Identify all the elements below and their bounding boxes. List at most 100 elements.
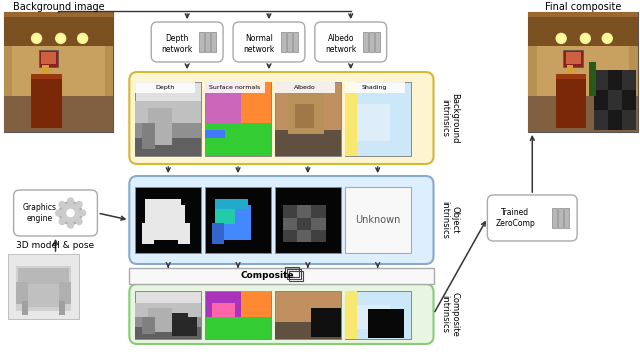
Bar (275, 187, 340, 253)
Bar (608, 90, 622, 109)
Bar (275, 82, 340, 156)
Bar (15, 282, 28, 304)
Bar (312, 218, 326, 230)
Circle shape (76, 201, 82, 208)
Circle shape (79, 210, 86, 216)
Bar (275, 291, 340, 339)
Bar (205, 187, 271, 253)
Bar (129, 268, 433, 284)
Circle shape (65, 207, 77, 219)
Circle shape (59, 219, 65, 225)
Bar (608, 70, 622, 90)
Bar (4, 96, 113, 132)
Bar (205, 291, 271, 339)
Bar (528, 96, 638, 132)
Bar (293, 32, 298, 52)
Bar (4, 46, 12, 96)
FancyBboxPatch shape (13, 190, 97, 236)
Bar (345, 291, 356, 339)
Bar (135, 123, 201, 156)
Text: Background
intrinsics: Background intrinsics (440, 93, 459, 143)
Text: Final composite: Final composite (545, 2, 621, 12)
Bar (552, 208, 557, 228)
Bar (297, 206, 312, 218)
Circle shape (582, 36, 588, 42)
Bar (145, 199, 181, 209)
Bar (135, 303, 201, 339)
Bar (285, 267, 300, 277)
FancyBboxPatch shape (233, 22, 305, 62)
Circle shape (56, 33, 66, 43)
Bar (622, 90, 636, 109)
Bar (563, 50, 583, 67)
Text: Graphics
engine: Graphics engine (22, 203, 56, 223)
Circle shape (77, 33, 88, 43)
Bar (60, 282, 72, 304)
Bar (135, 291, 201, 339)
Circle shape (556, 33, 566, 43)
Bar (345, 187, 411, 253)
Bar (205, 123, 271, 156)
Bar (566, 52, 581, 64)
Bar (312, 230, 326, 242)
Text: 3D model & pose: 3D model & pose (17, 240, 95, 250)
Text: Background image: Background image (13, 2, 104, 12)
Bar (42, 65, 49, 74)
Circle shape (60, 202, 81, 224)
Bar (145, 206, 185, 240)
Text: Normal
network: Normal network (243, 34, 275, 54)
FancyBboxPatch shape (129, 176, 433, 264)
Bar (345, 82, 411, 156)
Bar (104, 46, 113, 96)
Bar (212, 223, 223, 244)
Bar (275, 130, 340, 156)
Bar (22, 284, 65, 307)
Circle shape (33, 36, 40, 42)
Bar (31, 74, 62, 79)
Bar (142, 318, 155, 334)
Bar (275, 322, 340, 339)
Bar (215, 206, 251, 240)
Bar (205, 82, 271, 156)
Circle shape (59, 201, 65, 208)
Text: Albedo: Albedo (294, 85, 316, 90)
Bar (345, 291, 411, 339)
Circle shape (76, 219, 82, 225)
Circle shape (580, 33, 590, 43)
Bar (622, 109, 636, 130)
Text: Composite
intrinsics: Composite intrinsics (440, 291, 459, 337)
Bar (205, 82, 265, 93)
Bar (594, 90, 608, 109)
Text: Depth
network: Depth network (161, 34, 193, 54)
Bar (528, 12, 638, 17)
Bar (211, 32, 216, 52)
Bar (283, 206, 326, 242)
Circle shape (58, 36, 63, 42)
Bar (287, 32, 292, 52)
Bar (289, 271, 303, 281)
Circle shape (31, 33, 42, 43)
Bar (312, 206, 326, 218)
Text: Surface normals: Surface normals (209, 85, 260, 90)
Bar (135, 187, 201, 253)
Bar (8, 254, 79, 319)
Bar (363, 32, 368, 52)
Bar (215, 199, 248, 209)
Bar (345, 82, 404, 93)
Bar (4, 12, 113, 132)
Bar (528, 46, 537, 96)
Text: Unknown: Unknown (355, 215, 401, 225)
Bar (356, 104, 390, 141)
Circle shape (604, 36, 611, 42)
Bar (566, 65, 573, 74)
FancyBboxPatch shape (129, 72, 433, 164)
Bar (629, 46, 638, 96)
Circle shape (56, 210, 61, 216)
Bar (528, 12, 638, 46)
Bar (297, 218, 312, 230)
Bar (135, 138, 201, 156)
Bar (311, 308, 340, 337)
Circle shape (68, 198, 74, 204)
Bar (41, 52, 56, 64)
Bar (4, 12, 113, 46)
